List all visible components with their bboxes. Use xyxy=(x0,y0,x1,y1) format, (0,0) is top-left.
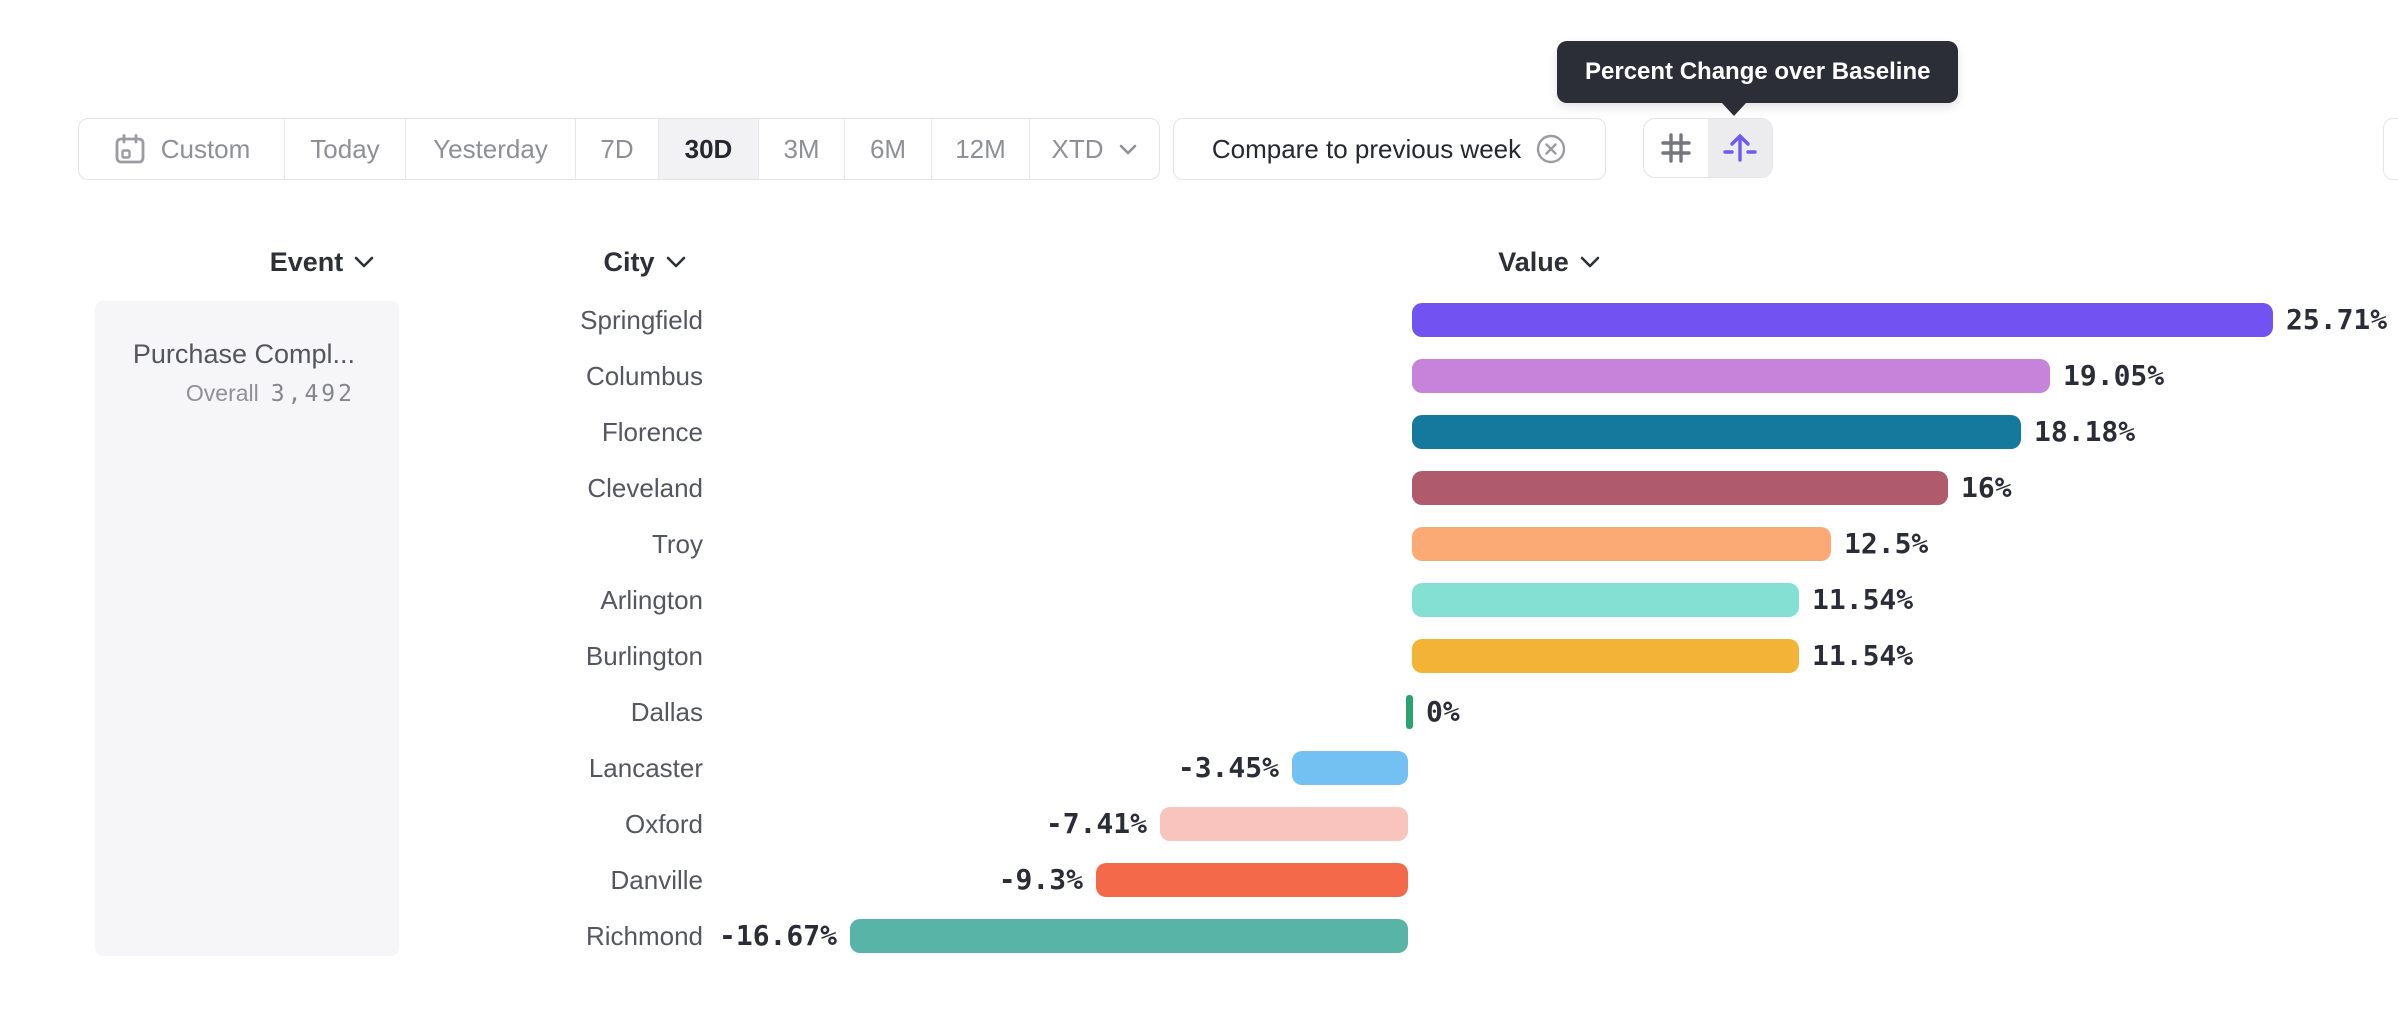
value-label: -16.67% xyxy=(718,919,837,952)
value-label: 12.5% xyxy=(1844,527,1929,560)
bar-burlington[interactable] xyxy=(1412,639,1799,673)
city-label[interactable]: Arlington xyxy=(600,585,703,615)
chart-row-dallas: Dallas 0% xyxy=(0,695,2398,729)
event-header-label: Event xyxy=(269,246,344,277)
bar-dallas[interactable] xyxy=(1406,695,1413,729)
value-label: 18.18% xyxy=(2034,415,2136,448)
date-range-today[interactable]: Today xyxy=(285,119,406,179)
chart-row-cleveland: Cleveland 16% xyxy=(0,471,2398,505)
value-label: 11.54% xyxy=(1812,583,1914,616)
chart-row-springfield: Springfield 25.71% xyxy=(0,303,2398,337)
chart-row-columbus: Columbus 19.05% xyxy=(0,359,2398,393)
value-label: 19.05% xyxy=(2063,359,2165,392)
chevron-down-icon xyxy=(1580,256,1600,268)
bar-springfield[interactable] xyxy=(1412,303,2273,337)
city-label[interactable]: Danville xyxy=(610,865,704,895)
chart-row-lancaster: Lancaster -3.45% xyxy=(0,751,2398,785)
overall-value: 3,492 xyxy=(270,381,355,407)
city-label[interactable]: Columbus xyxy=(585,361,703,391)
city-label[interactable]: Cleveland xyxy=(587,473,703,503)
date-range-label: 30D xyxy=(684,133,733,164)
calendar-icon xyxy=(115,134,145,164)
remove-circle-x-icon[interactable] xyxy=(1535,133,1567,165)
bar-cleveland[interactable] xyxy=(1412,471,1948,505)
chevron-down-icon xyxy=(1119,144,1136,154)
bar-danville[interactable] xyxy=(1096,863,1408,897)
chevron-down-icon xyxy=(666,256,685,268)
city-label[interactable]: Lancaster xyxy=(588,753,703,783)
value-label: 16% xyxy=(1961,471,2012,504)
chart-row-arlington: Arlington 11.54% xyxy=(0,583,2398,617)
value-label: 11.54% xyxy=(1812,639,1914,672)
city-label[interactable]: Florence xyxy=(601,417,703,447)
value-label: 25.71% xyxy=(2286,303,2388,336)
chart-row-oxford: Oxford -7.41% xyxy=(0,807,2398,841)
event-overall-row: Overall 3,492 xyxy=(105,380,355,407)
date-range-label: 12M xyxy=(955,133,1006,164)
bar-florence[interactable] xyxy=(1412,415,2021,449)
date-range-7d[interactable]: 7D xyxy=(576,119,659,179)
city-label[interactable]: Troy xyxy=(651,529,703,559)
date-range-label: Yesterday xyxy=(433,133,548,164)
date-range-custom[interactable]: Custom xyxy=(79,119,285,179)
tooltip-text: Percent Change over Baseline xyxy=(1585,58,1931,85)
chevron-down-icon xyxy=(354,256,374,268)
date-range-label: 7D xyxy=(600,133,634,164)
date-range-label: XTD xyxy=(1051,133,1104,164)
chart-view-toggle xyxy=(1643,118,1773,178)
city-label[interactable]: Richmond xyxy=(585,921,703,951)
city-header-label: City xyxy=(603,246,655,277)
bar-arlington[interactable] xyxy=(1412,583,1799,617)
event-name: Purchase Compl... xyxy=(132,339,355,369)
tooltip-percent-change: Percent Change over Baseline xyxy=(1557,41,1959,116)
value-header-label: Value xyxy=(1498,246,1569,277)
city-label[interactable]: Springfield xyxy=(580,305,703,335)
date-range-xtd[interactable]: XTD xyxy=(1030,119,1159,179)
bar-troy[interactable] xyxy=(1412,527,1831,561)
date-range-label: 3M xyxy=(783,133,820,164)
date-range-yesterday[interactable]: Yesterday xyxy=(406,119,576,179)
date-range-label: Today xyxy=(310,133,380,164)
bar-oxford[interactable] xyxy=(1160,807,1408,841)
compare-label: Compare to previous week xyxy=(1211,133,1522,164)
grid-view-toggle[interactable] xyxy=(1644,119,1708,177)
baseline-arrow-icon xyxy=(1723,133,1757,162)
date-range-control: Custom Today Yesterday 7D 30D 3M 6M 12M XTD xyxy=(78,118,1160,180)
bar-richmond[interactable] xyxy=(850,919,1408,953)
date-range-label: 6M xyxy=(869,133,907,164)
date-range-6m[interactable]: 6M xyxy=(845,119,932,179)
date-range-label: Custom xyxy=(160,133,251,164)
value-label: -3.45% xyxy=(1177,751,1279,784)
bar-columbus[interactable] xyxy=(1412,359,2050,393)
value-label: 0% xyxy=(1426,695,1460,728)
chart-row-danville: Danville -9.3% xyxy=(0,863,2398,897)
date-range-12m[interactable]: 12M xyxy=(932,119,1030,179)
column-header-event[interactable]: Event xyxy=(250,246,395,278)
city-label[interactable]: Dallas xyxy=(630,697,703,727)
overall-label: Overall xyxy=(185,380,259,406)
chart-row-burlington: Burlington 11.54% xyxy=(0,639,2398,673)
bar-lancaster[interactable] xyxy=(1292,751,1408,785)
grid-icon xyxy=(1661,133,1691,163)
city-label[interactable]: Oxford xyxy=(624,809,703,839)
event-panel[interactable]: Purchase Compl... Overall 3,492 xyxy=(95,301,399,956)
chart-row-richmond: Richmond -16.67% xyxy=(0,919,2398,953)
value-label: -7.41% xyxy=(1045,807,1147,840)
baseline-view-toggle[interactable] xyxy=(1708,119,1772,177)
city-label[interactable]: Burlington xyxy=(585,641,703,671)
date-range-30d[interactable]: 30D xyxy=(659,119,759,179)
compare-to-previous-week-button[interactable]: Compare to previous week xyxy=(1173,118,1606,180)
column-header-city[interactable]: City xyxy=(575,246,715,278)
tooltip-arrow xyxy=(1722,103,1746,116)
chart-row-troy: Troy 12.5% xyxy=(0,527,2398,561)
date-range-3m[interactable]: 3M xyxy=(759,119,845,179)
chart-row-florence: Florence 18.18% xyxy=(0,415,2398,449)
column-header-value[interactable]: Value xyxy=(1477,246,1622,278)
clipped-toolbar-button[interactable] xyxy=(2383,118,2398,180)
value-label: -9.3% xyxy=(998,863,1083,896)
